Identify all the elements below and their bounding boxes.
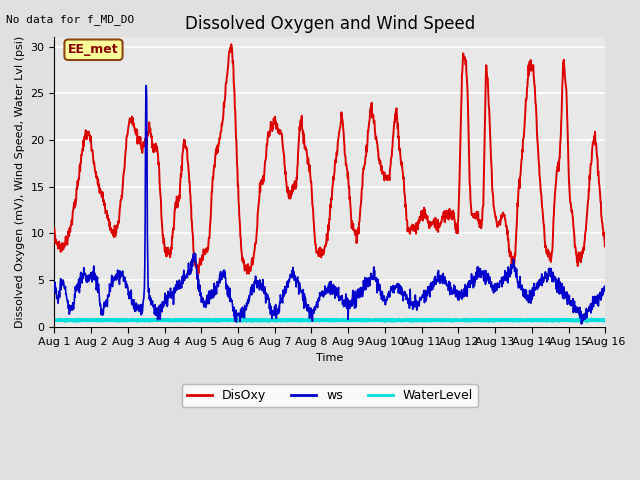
ws: [296, 282, 304, 288]
Line: DisOxy: DisOxy: [54, 44, 605, 274]
ws: [116, 281, 124, 287]
ws: [577, 321, 585, 327]
Line: WaterLevel: WaterLevel: [54, 319, 605, 321]
DisOxy: [285, 195, 292, 201]
Line: ws: ws: [54, 85, 605, 324]
ws: [93, 279, 101, 285]
Y-axis label: Dissolved Oxygen (mV), Wind Speed, Water Lvl (psi): Dissolved Oxygen (mV), Wind Speed, Water…: [15, 36, 25, 328]
ws: [364, 284, 372, 289]
WaterLevel: [296, 317, 303, 323]
WaterLevel: [364, 318, 372, 324]
WaterLevel: [588, 316, 595, 322]
WaterLevel: [306, 318, 314, 324]
ws: [306, 312, 314, 318]
ws: [51, 285, 58, 291]
WaterLevel: [602, 317, 609, 323]
WaterLevel: [284, 317, 292, 323]
WaterLevel: [93, 317, 101, 323]
WaterLevel: [583, 318, 591, 324]
DisOxy: [307, 172, 314, 178]
DisOxy: [602, 243, 609, 249]
Legend: DisOxy, ws, WaterLevel: DisOxy, ws, WaterLevel: [182, 384, 478, 408]
Text: No data for f_MD_DO: No data for f_MD_DO: [6, 14, 134, 25]
DisOxy: [227, 41, 235, 47]
ws: [142, 83, 150, 88]
DisOxy: [296, 118, 304, 124]
DisOxy: [93, 174, 101, 180]
X-axis label: Time: Time: [316, 353, 344, 363]
ws: [602, 284, 609, 290]
Text: EE_met: EE_met: [68, 43, 119, 56]
DisOxy: [365, 124, 372, 130]
DisOxy: [243, 271, 251, 276]
DisOxy: [116, 211, 124, 217]
ws: [285, 277, 292, 283]
DisOxy: [51, 226, 58, 231]
WaterLevel: [51, 317, 58, 323]
Title: Dissolved Oxygen and Wind Speed: Dissolved Oxygen and Wind Speed: [185, 15, 475, 33]
WaterLevel: [116, 318, 124, 324]
